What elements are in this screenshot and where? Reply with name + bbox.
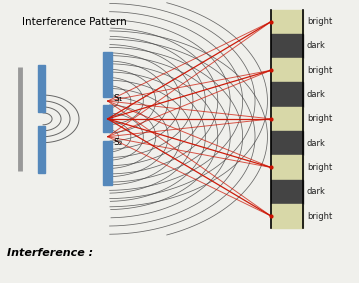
- Text: S₁: S₁: [114, 94, 123, 103]
- Bar: [103, 52, 112, 97]
- Bar: [271, 131, 303, 155]
- Bar: [271, 204, 303, 228]
- Text: bright: bright: [307, 212, 332, 220]
- Bar: [271, 107, 303, 131]
- Text: Screen: Screen: [269, 0, 305, 2]
- Text: bright: bright: [307, 114, 332, 123]
- Bar: [38, 126, 45, 173]
- Text: bright: bright: [307, 163, 332, 172]
- Bar: [271, 58, 303, 82]
- Bar: [271, 155, 303, 180]
- Text: dark: dark: [307, 139, 326, 148]
- Text: bright: bright: [307, 66, 332, 75]
- Text: S₂: S₂: [114, 138, 123, 147]
- Bar: [38, 65, 45, 112]
- Bar: [271, 10, 303, 34]
- Bar: [271, 34, 303, 58]
- Text: Interference :: Interference :: [7, 248, 93, 258]
- Text: dark: dark: [307, 187, 326, 196]
- Text: bright: bright: [307, 17, 332, 26]
- Text: dark: dark: [307, 90, 326, 99]
- Bar: [271, 180, 303, 204]
- Bar: [271, 82, 303, 107]
- Bar: [103, 105, 112, 132]
- Text: dark: dark: [307, 41, 326, 50]
- Bar: [103, 141, 112, 185]
- Text: Interference Pattern: Interference Pattern: [22, 17, 126, 27]
